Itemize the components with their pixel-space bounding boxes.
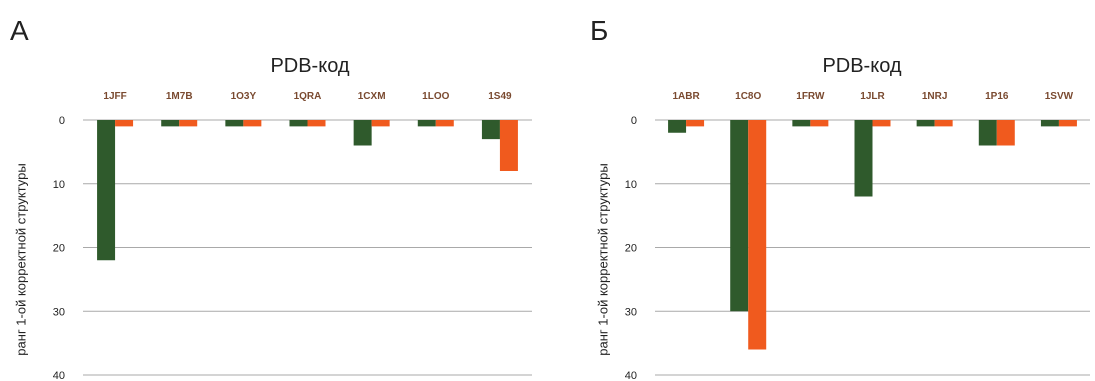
y-tick-label: 10 (53, 179, 65, 191)
panel-label: Б (590, 15, 608, 46)
category-label: 1ABR (672, 91, 700, 102)
y-tick-label: 0 (631, 115, 637, 127)
category-label: 1NRJ (922, 91, 948, 102)
bar-series2 (499, 120, 518, 171)
chart-title: PDB-код (270, 55, 349, 77)
y-tick-label: 30 (53, 306, 65, 318)
category-label: 1LOO (422, 91, 449, 102)
y-tick-label: 30 (625, 306, 637, 318)
bar-series1 (97, 120, 116, 261)
bar-series1 (978, 120, 997, 146)
category-label: 1FRW (796, 91, 825, 102)
y-tick-label: 20 (53, 243, 65, 255)
bar-series1 (1040, 120, 1059, 127)
bar-series2 (686, 120, 705, 127)
y-tick-label: 20 (625, 243, 637, 255)
bar-series1 (730, 120, 749, 312)
bar-series2 (307, 120, 326, 127)
bar-series2 (934, 120, 953, 127)
panel-label: А (10, 15, 29, 46)
y-axis-label: ранг 1-ой корректной структуры (596, 163, 611, 355)
category-label: 1JFF (103, 91, 126, 102)
y-tick-label: 10 (625, 179, 637, 191)
category-label: 1SVW (1045, 91, 1074, 102)
category-label: 1O3Y (231, 91, 257, 102)
category-label: 1P16 (985, 91, 1009, 102)
bar-series1 (161, 120, 180, 127)
bar-series2 (371, 120, 390, 127)
bar-series1 (854, 120, 873, 197)
bar-series2 (179, 120, 198, 127)
bar-series2 (115, 120, 134, 127)
bar-series1 (668, 120, 687, 133)
bar-series2 (872, 120, 891, 127)
bar-series2 (748, 120, 767, 350)
category-label: 1JLR (860, 91, 885, 102)
y-axis-label: ранг 1-ой корректной структуры (14, 163, 29, 355)
chart-title: PDB-код (822, 55, 901, 77)
category-label: 1C8O (735, 91, 761, 102)
y-tick-label: 40 (53, 370, 65, 381)
bar-series1 (289, 120, 308, 127)
bar-series1 (417, 120, 436, 127)
y-tick-label: 0 (59, 115, 65, 127)
bar-series1 (353, 120, 372, 146)
bar-series1 (225, 120, 244, 127)
bar-series2 (435, 120, 454, 127)
category-label: 1QRA (294, 91, 322, 102)
bar-series2 (810, 120, 829, 127)
bar-series2 (243, 120, 262, 127)
category-label: 1CXM (358, 91, 386, 102)
bar-series2 (1058, 120, 1077, 127)
y-tick-label: 40 (625, 370, 637, 381)
category-label: 1S49 (488, 91, 512, 102)
bar-series2 (996, 120, 1015, 146)
bar-series1 (916, 120, 935, 127)
category-label: 1M7B (166, 91, 193, 102)
bar-series1 (792, 120, 811, 127)
bar-series1 (481, 120, 500, 140)
